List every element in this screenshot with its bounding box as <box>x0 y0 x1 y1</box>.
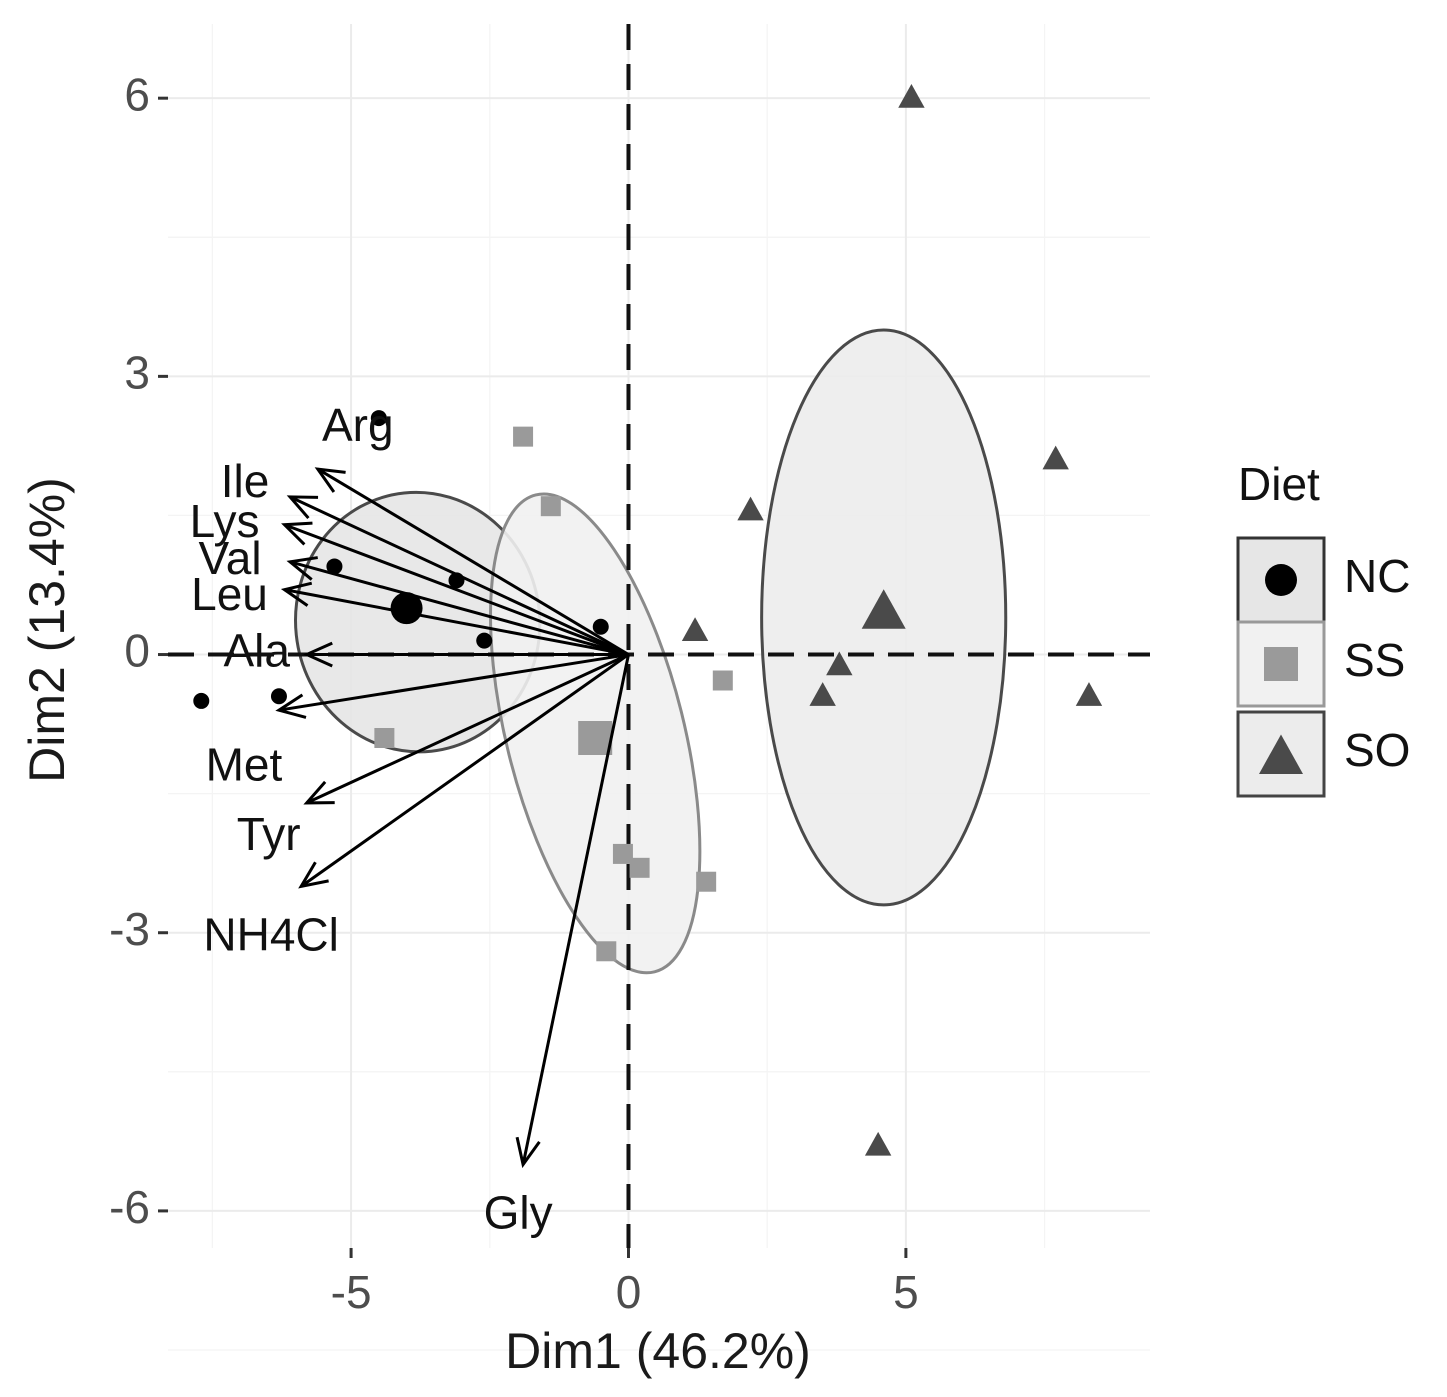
point-so <box>826 651 853 676</box>
arrow-val <box>289 560 629 656</box>
variable-label-arg: Arg <box>322 399 394 451</box>
point-ss <box>629 857 650 878</box>
individual-points <box>193 84 1103 1156</box>
point-so <box>809 682 836 706</box>
legend-label-ss: SS <box>1344 634 1405 686</box>
point-so <box>1042 445 1069 470</box>
arrowhead-val <box>286 556 318 581</box>
centroid-so <box>861 589 906 629</box>
legend-symbol-nc <box>1265 564 1297 596</box>
axes: -5 0 5 -6 -3 0 3 6 <box>109 68 919 1318</box>
point-nc <box>270 688 287 705</box>
variable-label-tyr: Tyr <box>237 808 301 860</box>
point-so <box>737 496 764 521</box>
arrow-arg <box>317 467 630 656</box>
legend-symbol-so <box>1259 734 1303 774</box>
point-so <box>1075 682 1103 706</box>
arrow-nh4cl <box>300 653 630 888</box>
arrowhead-arg <box>314 467 346 493</box>
point-so <box>864 1131 892 1156</box>
arrowhead-gly <box>515 1136 541 1169</box>
arrow-met <box>278 653 629 712</box>
legend-symbol-ss <box>1264 647 1298 681</box>
arrow-lys <box>283 523 630 656</box>
arrowhead-ala <box>303 641 333 668</box>
y-tick-label: 6 <box>124 68 150 120</box>
y-tick-label: -3 <box>109 903 150 955</box>
variable-label-met: Met <box>206 738 283 790</box>
arrowhead-lys <box>281 521 313 546</box>
variable-label-ala: Ala <box>223 625 290 677</box>
point-ss <box>712 670 733 691</box>
point-nc <box>370 410 387 427</box>
point-so <box>681 617 709 641</box>
x-axis-title: Dim1 (46.2%) <box>505 1323 811 1379</box>
y-tick-label: -6 <box>109 1181 150 1233</box>
arrowhead-tyr <box>303 780 335 805</box>
legend-title: Diet <box>1238 458 1320 510</box>
legend-label-so: SO <box>1344 724 1410 776</box>
point-ss <box>696 871 717 892</box>
variable-arrows <box>275 467 630 1169</box>
point-ss <box>596 941 617 962</box>
centroid-nc <box>390 592 423 625</box>
centroid-ss <box>578 721 613 755</box>
point-nc <box>476 632 493 649</box>
variable-label-ile: Ile <box>221 455 270 507</box>
arrow-ile <box>289 495 630 656</box>
x-tick-label: 0 <box>616 1266 642 1318</box>
point-ss <box>513 426 534 447</box>
point-nc <box>326 558 343 575</box>
y-axis-title: Dim2 (13.4%) <box>19 477 75 783</box>
point-nc <box>193 692 210 709</box>
variable-label-leu: Leu <box>191 568 268 620</box>
x-tick-label: 5 <box>893 1266 919 1318</box>
variable-label-gly: Gly <box>484 1187 553 1239</box>
arrow-tyr <box>306 653 630 805</box>
y-tick-label: 3 <box>124 347 150 399</box>
point-ss <box>612 843 633 864</box>
point-ss <box>540 496 561 517</box>
arrowhead-nh4cl <box>298 861 329 889</box>
point-so <box>898 84 925 108</box>
variable-label-val: Val <box>199 532 262 584</box>
legend-label-nc: NC <box>1344 550 1410 602</box>
point-nc <box>592 618 609 635</box>
y-tick-label: 0 <box>124 625 150 677</box>
legend: Diet NC SS SO <box>1236 458 1410 798</box>
arrow-gly <box>521 654 630 1165</box>
point-ss <box>374 728 395 748</box>
arrow-leu <box>284 588 629 657</box>
arrowhead-met <box>275 693 307 719</box>
arrowhead-ile <box>286 495 319 520</box>
variable-label-nh4cl: NH4Cl <box>203 909 338 961</box>
variable-label-lys: Lys <box>190 495 260 547</box>
arrowhead-leu <box>280 581 313 607</box>
x-tick-label: -5 <box>331 1266 372 1318</box>
